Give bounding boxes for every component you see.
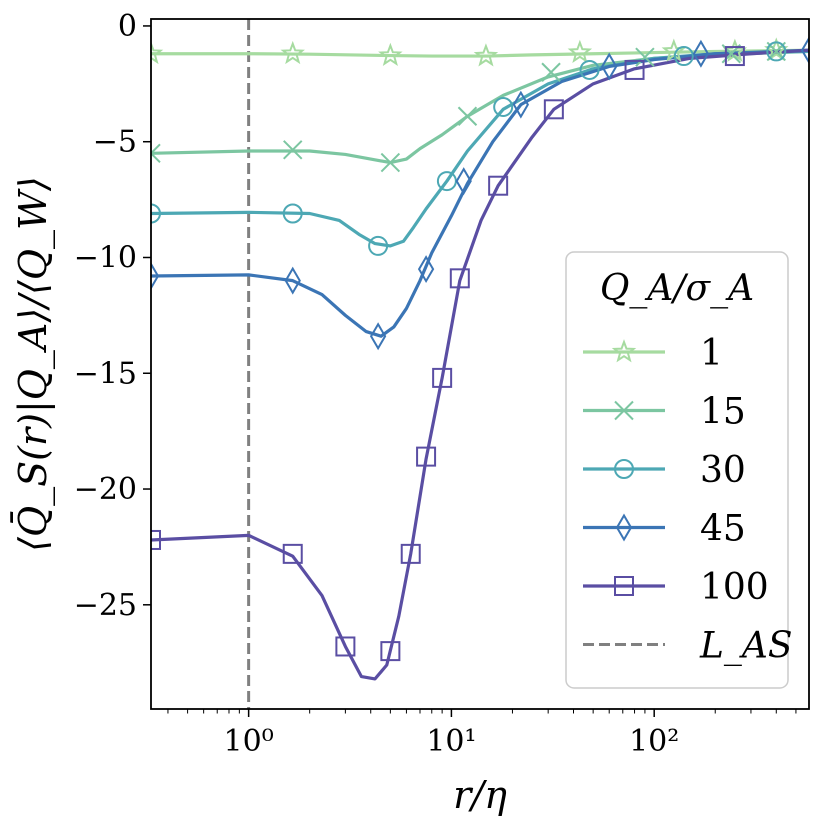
legend-marker-30 [614,459,634,479]
series-marker-1 [722,38,748,62]
series-marker-30 [282,203,303,224]
x-axis-label: r/η [453,773,507,817]
series-marker-45 [455,167,472,196]
series-marker-1 [567,39,593,63]
legend-label-15: 15 [700,392,746,433]
legend-marker-45 [615,513,633,542]
series-marker-100 [449,268,470,289]
series-marker-100 [624,59,645,80]
legend: Q_A/σ_A 1 15 30 45 100 L_AS [565,251,793,689]
y-tick-label: −5 [93,125,137,160]
series-marker-1 [473,43,499,67]
legend-label-100: 100 [700,567,769,608]
series-marker-15 [457,106,478,126]
series-marker-100 [335,636,356,657]
y-tick-label: 0 [118,9,137,44]
legend-label-1: 1 [700,333,723,374]
series-marker-100 [432,367,453,388]
legend-marker-1 [611,339,637,363]
series-marker-45 [512,90,530,119]
series-line-15 [151,49,809,165]
series-marker-100 [416,446,437,467]
plot-lines [151,19,809,709]
series-marker-1 [378,42,403,66]
series-marker-15 [151,143,161,164]
series-marker-30 [766,41,787,62]
legend-label-30: 30 [700,450,746,491]
x-tick-label: 10⁰ [224,724,274,759]
series-marker-45 [284,266,301,295]
legend-label-45: 45 [700,509,746,550]
series-marker-15 [283,140,303,160]
series-marker-100 [282,543,303,564]
series-marker-45 [800,36,809,65]
series-marker-45 [601,52,618,81]
series-marker-100 [488,175,509,196]
series-marker-100 [724,46,745,67]
axes: 0 −5 −10 −15 −20 −25 10⁰ 10¹ 10² [74,9,797,759]
legend-marker-15 [614,400,634,421]
y-tick-label: −20 [74,472,137,507]
plot-frame [150,18,810,710]
y-tick-label: −10 [74,240,137,275]
series-marker-100 [543,99,564,120]
series-marker-15 [380,152,401,173]
series-marker-30 [151,203,161,224]
series-marker-30 [368,235,389,256]
x-tick-label: 10² [629,724,679,759]
series-marker-100 [380,641,401,662]
series-line-1 [151,48,809,58]
y-axis-label: ⟨Q̄_S(r)|Q_A⟩/⟨Q_W⟩ [11,176,56,552]
legend-title: Q_A/σ_A [600,268,754,309]
series-marker-100 [151,529,161,550]
plot-markers [151,36,809,662]
series-marker-30 [493,96,514,117]
series-marker-30 [673,46,694,67]
legend-label-las: L_AS [699,626,793,667]
series-marker-15 [635,47,655,67]
series-line-100 [151,48,809,681]
legend-frame [565,251,789,689]
y-tick-label: −25 [74,588,137,623]
x-tick-label: 10¹ [426,724,476,759]
series-marker-45 [369,322,387,351]
series-marker-1 [280,40,305,65]
series-marker-45 [151,262,160,290]
legend-marker-100 [614,576,634,596]
series-marker-45 [417,255,435,284]
series-marker-100 [400,543,421,564]
series-marker-1 [151,40,164,65]
series-marker-30 [579,59,600,80]
series-line-45 [151,48,809,338]
y-tick-label: −15 [74,356,137,391]
series-marker-45 [692,39,710,68]
legend-entries: 1 15 30 45 100 L_AS [583,333,793,667]
series-marker-15 [541,62,561,82]
